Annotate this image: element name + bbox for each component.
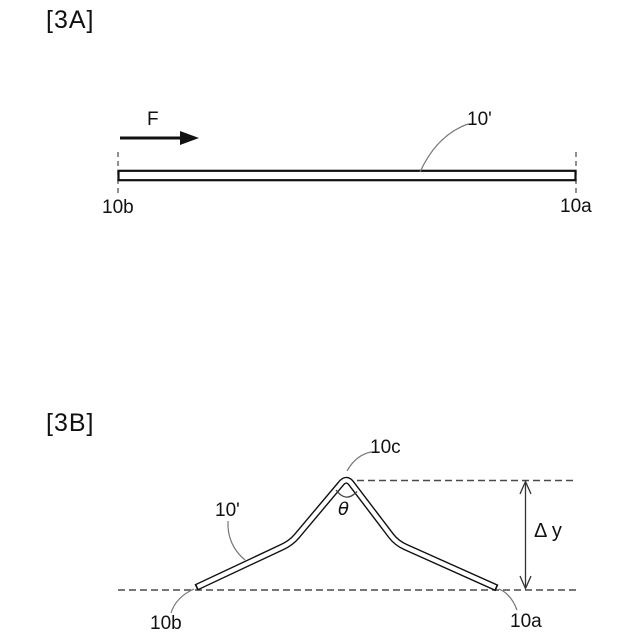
force-arrow-head (180, 131, 199, 145)
figure-3a-tag: [3A] (46, 6, 95, 34)
left-end-label-3a: 10b (102, 197, 134, 218)
member-leader-line-3a (419, 123, 469, 173)
left-end-leader-line (170, 588, 195, 614)
right-end-label-3a: 10a (560, 196, 592, 217)
apex-label: 10c (370, 437, 401, 458)
left-end-label-3b: 10b (150, 613, 182, 634)
flat-strip-member (117, 169, 577, 182)
member-leader-line-3b (227, 520, 246, 561)
figure-3b-tag: [3B] (46, 409, 95, 437)
force-label: F (147, 109, 159, 130)
member-label-3b: 10' (215, 500, 240, 521)
deflection-label: Δ y (534, 520, 562, 542)
theta-angle-arc (335, 489, 358, 498)
angle-label: θ (338, 499, 350, 520)
right-end-label-3b: 10a (510, 611, 542, 632)
member-label-3a: 10' (467, 109, 492, 130)
right-end-leader-line (498, 588, 518, 611)
bent-strip-member-outline (194, 476, 499, 592)
deflection-arrow-head-bottom (519, 575, 532, 591)
apex-leader-line (346, 451, 372, 472)
bent-strip-member-core (196, 478, 497, 590)
deflection-arrow-head-top (519, 479, 532, 495)
